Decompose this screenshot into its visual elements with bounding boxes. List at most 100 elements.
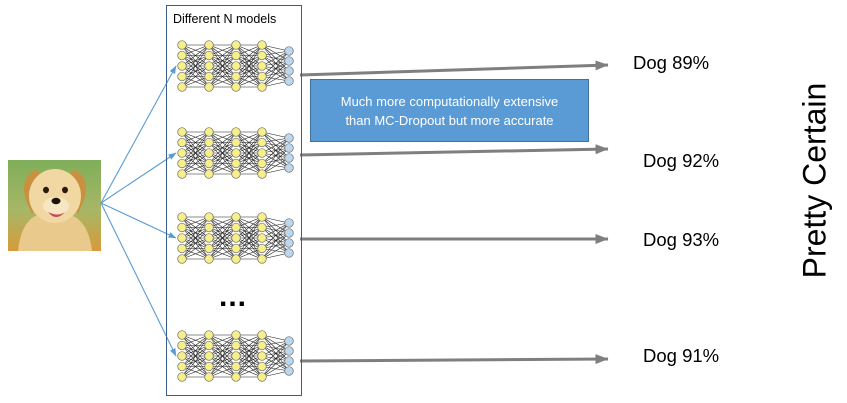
network-edge	[208, 131, 237, 175]
network-edge	[261, 147, 290, 175]
network-edge	[208, 152, 237, 175]
network-edge	[208, 76, 237, 88]
prediction-label: Dog 93%	[643, 229, 720, 250]
network-edge	[208, 44, 237, 56]
network-edge	[181, 131, 210, 143]
input-fan-line	[100, 65, 177, 204]
network-node	[257, 372, 267, 382]
network-edge	[261, 222, 290, 260]
network-node	[231, 340, 241, 351]
network-edge	[208, 131, 237, 143]
network-edge	[235, 131, 263, 143]
network-node	[204, 50, 214, 61]
network-node	[177, 40, 187, 50]
network-node	[231, 372, 241, 382]
callout-line-2: than MC-Dropout but more accurate	[345, 112, 554, 128]
network-edge	[261, 340, 290, 378]
network-node	[284, 366, 294, 376]
network-node	[231, 158, 241, 169]
network-node	[257, 71, 267, 82]
network-node	[284, 346, 294, 356]
network-node	[257, 351, 267, 361]
network-edge	[235, 131, 263, 154]
network-node	[231, 71, 241, 82]
network-node	[204, 330, 214, 340]
network-edge	[235, 237, 263, 260]
network-node	[257, 254, 267, 264]
network-edge	[181, 76, 210, 88]
network-edge	[181, 355, 210, 378]
network-node	[204, 40, 214, 50]
network-node	[231, 233, 241, 243]
network-node	[257, 137, 267, 148]
network-edge	[208, 366, 237, 378]
network-node	[231, 148, 241, 158]
network-edge	[181, 345, 210, 378]
input-fan-line	[100, 202, 177, 357]
network-node	[204, 233, 214, 243]
network-edge	[261, 242, 290, 260]
network-edge	[181, 163, 210, 175]
network-edge	[235, 227, 263, 260]
network-edge	[208, 216, 237, 239]
models-box	[166, 5, 302, 396]
network-edge	[181, 216, 210, 228]
network-edge	[181, 65, 210, 88]
network-node	[204, 71, 214, 82]
network-node	[204, 361, 214, 372]
network-edge	[208, 334, 237, 357]
network-edge	[235, 131, 263, 164]
network-node	[257, 340, 267, 351]
network-edge	[181, 131, 210, 164]
network-edge	[235, 44, 263, 56]
network-node	[177, 372, 187, 382]
network-node	[204, 372, 214, 382]
network-node	[177, 361, 187, 372]
input-fan-line	[100, 202, 177, 239]
network-node	[284, 336, 294, 346]
network-edge	[235, 216, 263, 228]
network-node	[231, 222, 241, 233]
network-edge	[261, 340, 290, 367]
network-node	[177, 254, 187, 264]
network-node	[231, 169, 241, 179]
network-edge	[181, 44, 210, 77]
network-edge	[261, 137, 290, 154]
network-node	[257, 361, 267, 372]
network-edge	[208, 334, 237, 346]
network-edge	[261, 50, 290, 88]
network-edge	[208, 44, 237, 67]
network-node	[257, 222, 267, 233]
network-node	[284, 143, 294, 153]
network-node	[257, 40, 267, 50]
network-node	[284, 66, 294, 76]
network-node	[231, 254, 241, 264]
network-node	[231, 82, 241, 92]
network-edge	[181, 366, 210, 378]
network-edge	[235, 44, 263, 88]
network-edge	[181, 131, 210, 154]
network-node	[204, 127, 214, 137]
network-edge	[235, 334, 263, 357]
network-edge	[208, 334, 237, 367]
network-edge	[235, 152, 263, 175]
network-edge	[181, 44, 210, 67]
network-edge	[235, 44, 263, 67]
network-edge	[208, 248, 237, 260]
network-edge	[235, 334, 263, 378]
network-node	[204, 61, 214, 71]
conclusion-text: Pretty Certain	[796, 82, 833, 278]
network-node	[204, 351, 214, 361]
network-edge	[181, 334, 210, 378]
prediction-label: Dog 91%	[643, 345, 720, 366]
network-edge	[208, 345, 237, 378]
network-edge	[235, 44, 263, 77]
network-edge	[261, 340, 290, 357]
network-node	[257, 243, 267, 254]
network-node	[177, 82, 187, 92]
network-node	[257, 148, 267, 158]
network-node	[204, 148, 214, 158]
network-edge	[208, 44, 237, 77]
network-node	[177, 127, 187, 137]
network-edge	[181, 142, 210, 175]
